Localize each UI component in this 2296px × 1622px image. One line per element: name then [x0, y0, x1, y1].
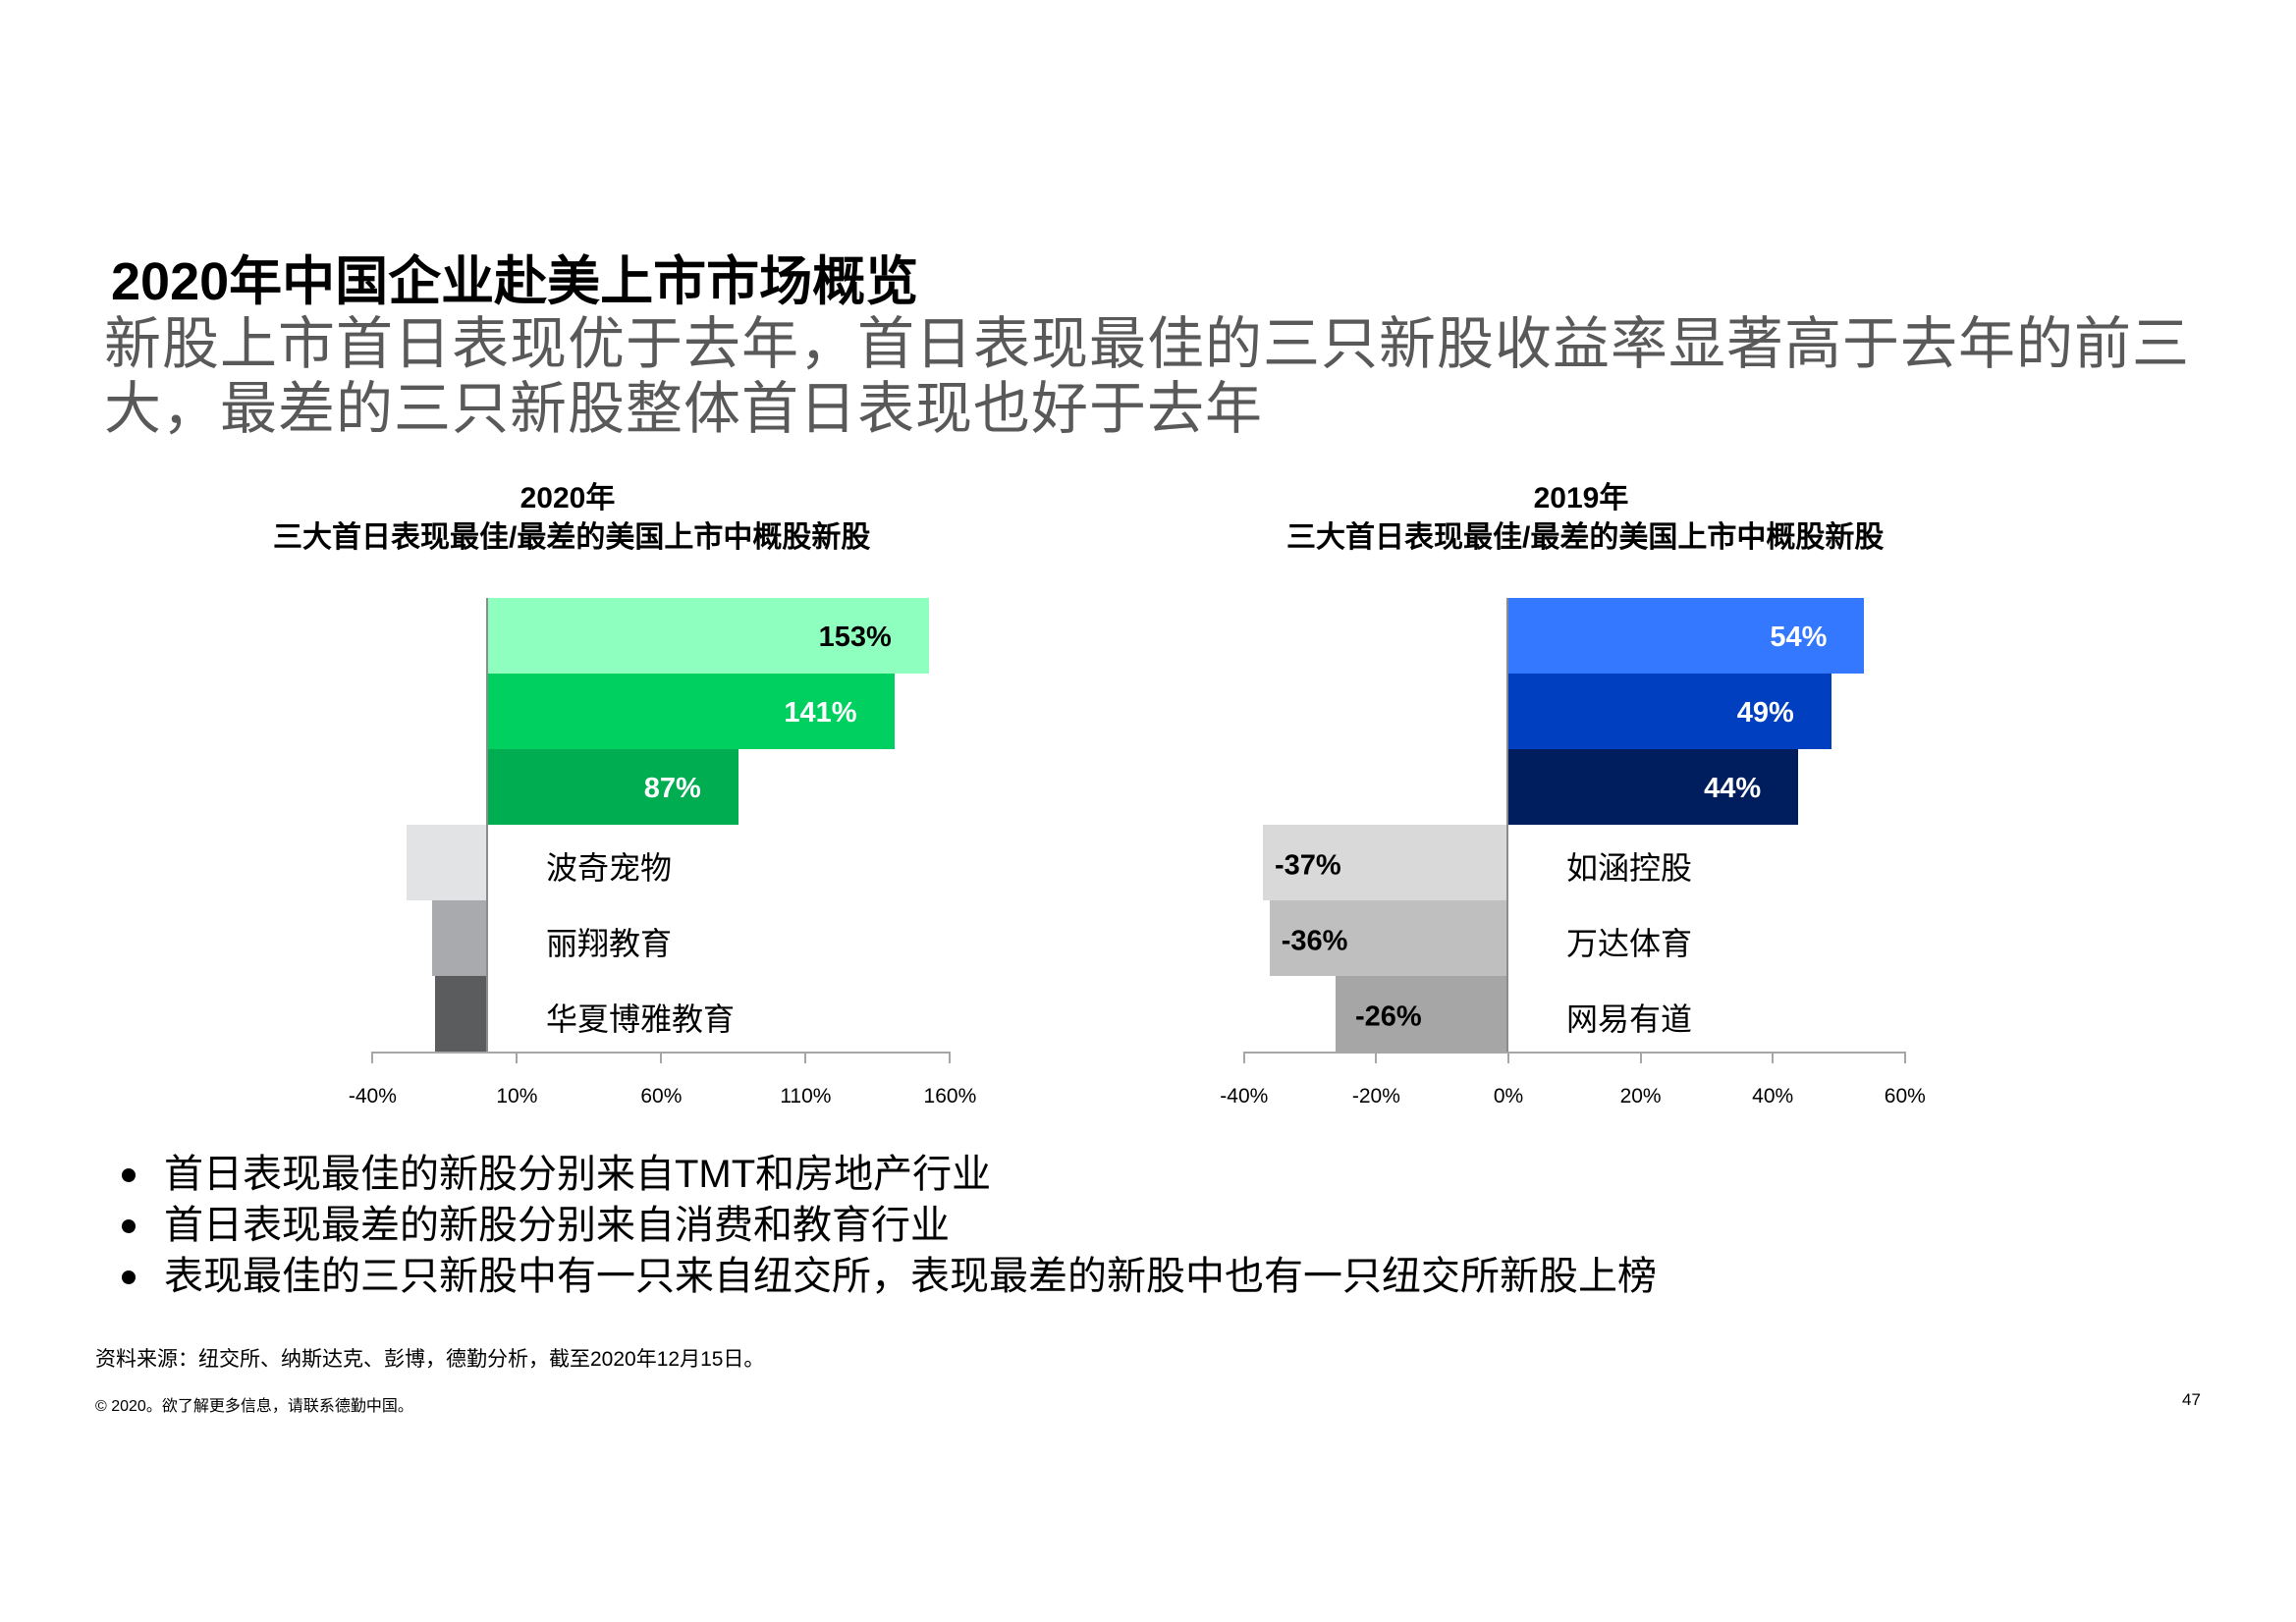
bullet-dot-icon: [122, 1271, 136, 1284]
bar-best: 141%: [487, 674, 895, 749]
bar-value-label: 87%: [643, 772, 701, 804]
category-label: 华夏博雅教育: [546, 1000, 736, 1037]
x-axis-line: [1242, 1052, 1906, 1054]
x-tick-label: 160%: [923, 1085, 977, 1108]
bullet-text: 表现最佳的三只新股中有一只来自纽交所，表现最差的新股中也有一只纽交所新股上榜: [164, 1255, 1657, 1298]
category-label: 万达体育: [1566, 925, 1693, 961]
bar-value-label: 153%: [818, 621, 892, 653]
bar-worst: [1336, 976, 1507, 1052]
bar-best: 54%: [1507, 598, 1865, 674]
bar-worst: [406, 825, 487, 900]
copyright-note: © 2020。欲了解更多信息，请联系德勤中国。: [95, 1398, 413, 1415]
page-number: 47: [2182, 1390, 2201, 1409]
bar-worst: [432, 900, 487, 976]
bullet-dot-icon: [122, 1168, 136, 1182]
bullet-item: 首日表现最佳的新股分别来自TMT和房地产行业: [116, 1149, 1657, 1200]
bar-best: 44%: [1507, 749, 1799, 825]
bar-best: 49%: [1507, 674, 1831, 749]
source-note: 资料来源：纽交所、纳斯达克、彭博，德勤分析，截至2020年12月15日。: [95, 1348, 765, 1371]
chart-2020-subtitle: 三大首日表现最佳/最差的美国上市中概股新股: [273, 521, 871, 554]
bar-best: 153%: [487, 598, 929, 674]
x-tick-label: 110%: [780, 1085, 832, 1108]
zero-axis-line: [1506, 598, 1508, 1052]
x-axis-tick: [1639, 1052, 1642, 1063]
x-axis-tick: [1375, 1052, 1378, 1063]
chart-2019-year: 2019年: [1533, 482, 1629, 514]
chart-2020-title: 2020年 三大首日表现最佳/最差的美国上市中概股新股: [273, 479, 871, 558]
chart-2019-subtitle: 三大首日表现最佳/最差的美国上市中概股新股: [1286, 521, 1885, 554]
bar-best: 87%: [487, 749, 738, 825]
x-tick-label: 40%: [1752, 1085, 1794, 1108]
bullet-item: 表现最佳的三只新股中有一只来自纽交所，表现最差的新股中也有一只纽交所新股上榜: [116, 1251, 1657, 1302]
bar-value-label: -37%: [1274, 849, 1341, 881]
x-tick-label: -20%: [1351, 1085, 1400, 1108]
category-label: 网易有道: [1566, 1000, 1693, 1037]
bullet-item: 首日表现最差的新股分别来自消费和教育行业: [116, 1200, 1657, 1251]
x-axis-tick: [949, 1052, 952, 1063]
x-axis-tick: [1772, 1052, 1775, 1063]
bar-value-label: 141%: [784, 696, 857, 729]
bar-worst: [435, 976, 487, 1052]
x-axis-tick: [1903, 1052, 1906, 1063]
category-label: 如涵控股: [1566, 849, 1693, 886]
bullet-text: 首日表现最差的新股分别来自消费和教育行业: [164, 1204, 950, 1247]
x-axis-tick: [660, 1052, 663, 1063]
x-tick-label: 20%: [1619, 1085, 1662, 1108]
bar-value-label: -36%: [1281, 925, 1348, 956]
bar-worst: [1262, 825, 1507, 900]
bullet-text: 首日表现最佳的新股分别来自TMT和房地产行业: [164, 1153, 992, 1196]
page-title: 2020年中国企业赴美上市市场概览: [111, 252, 919, 311]
x-tick-label: -40%: [348, 1085, 397, 1108]
bar-value-label: 54%: [1770, 621, 1828, 653]
x-axis-tick: [371, 1052, 374, 1063]
zero-axis-line: [486, 598, 488, 1052]
x-tick-label: -40%: [1220, 1085, 1269, 1108]
bar-worst: [1269, 900, 1507, 976]
x-axis-tick: [804, 1052, 807, 1063]
x-axis-tick: [1507, 1052, 1509, 1063]
x-tick-label: 10%: [496, 1085, 538, 1108]
category-label: 丽翔教育: [546, 925, 673, 961]
x-axis-tick: [516, 1052, 519, 1063]
chart-2019-title: 2019年 三大首日表现最佳/最差的美国上市中概股新股: [1286, 479, 1885, 558]
page-subtitle: 新股上市首日表现优于去年，首日表现最佳的三只新股收益率显著高于去年的前三大，最差…: [104, 312, 2191, 441]
bar-value-label: -26%: [1355, 1000, 1422, 1032]
bar-value-label: 49%: [1736, 696, 1794, 729]
key-findings-list: 首日表现最佳的新股分别来自TMT和房地产行业 首日表现最差的新股分别来自消费和教…: [116, 1149, 1657, 1302]
x-tick-label: 0%: [1493, 1085, 1524, 1108]
bar-value-label: 44%: [1704, 772, 1762, 804]
x-tick-label: 60%: [1884, 1085, 1926, 1108]
category-label: 波奇宠物: [546, 849, 673, 886]
chart-2020-year: 2020年: [519, 482, 616, 514]
x-axis-tick: [1242, 1052, 1245, 1063]
x-tick-label: 60%: [640, 1085, 683, 1108]
bullet-dot-icon: [122, 1219, 136, 1233]
